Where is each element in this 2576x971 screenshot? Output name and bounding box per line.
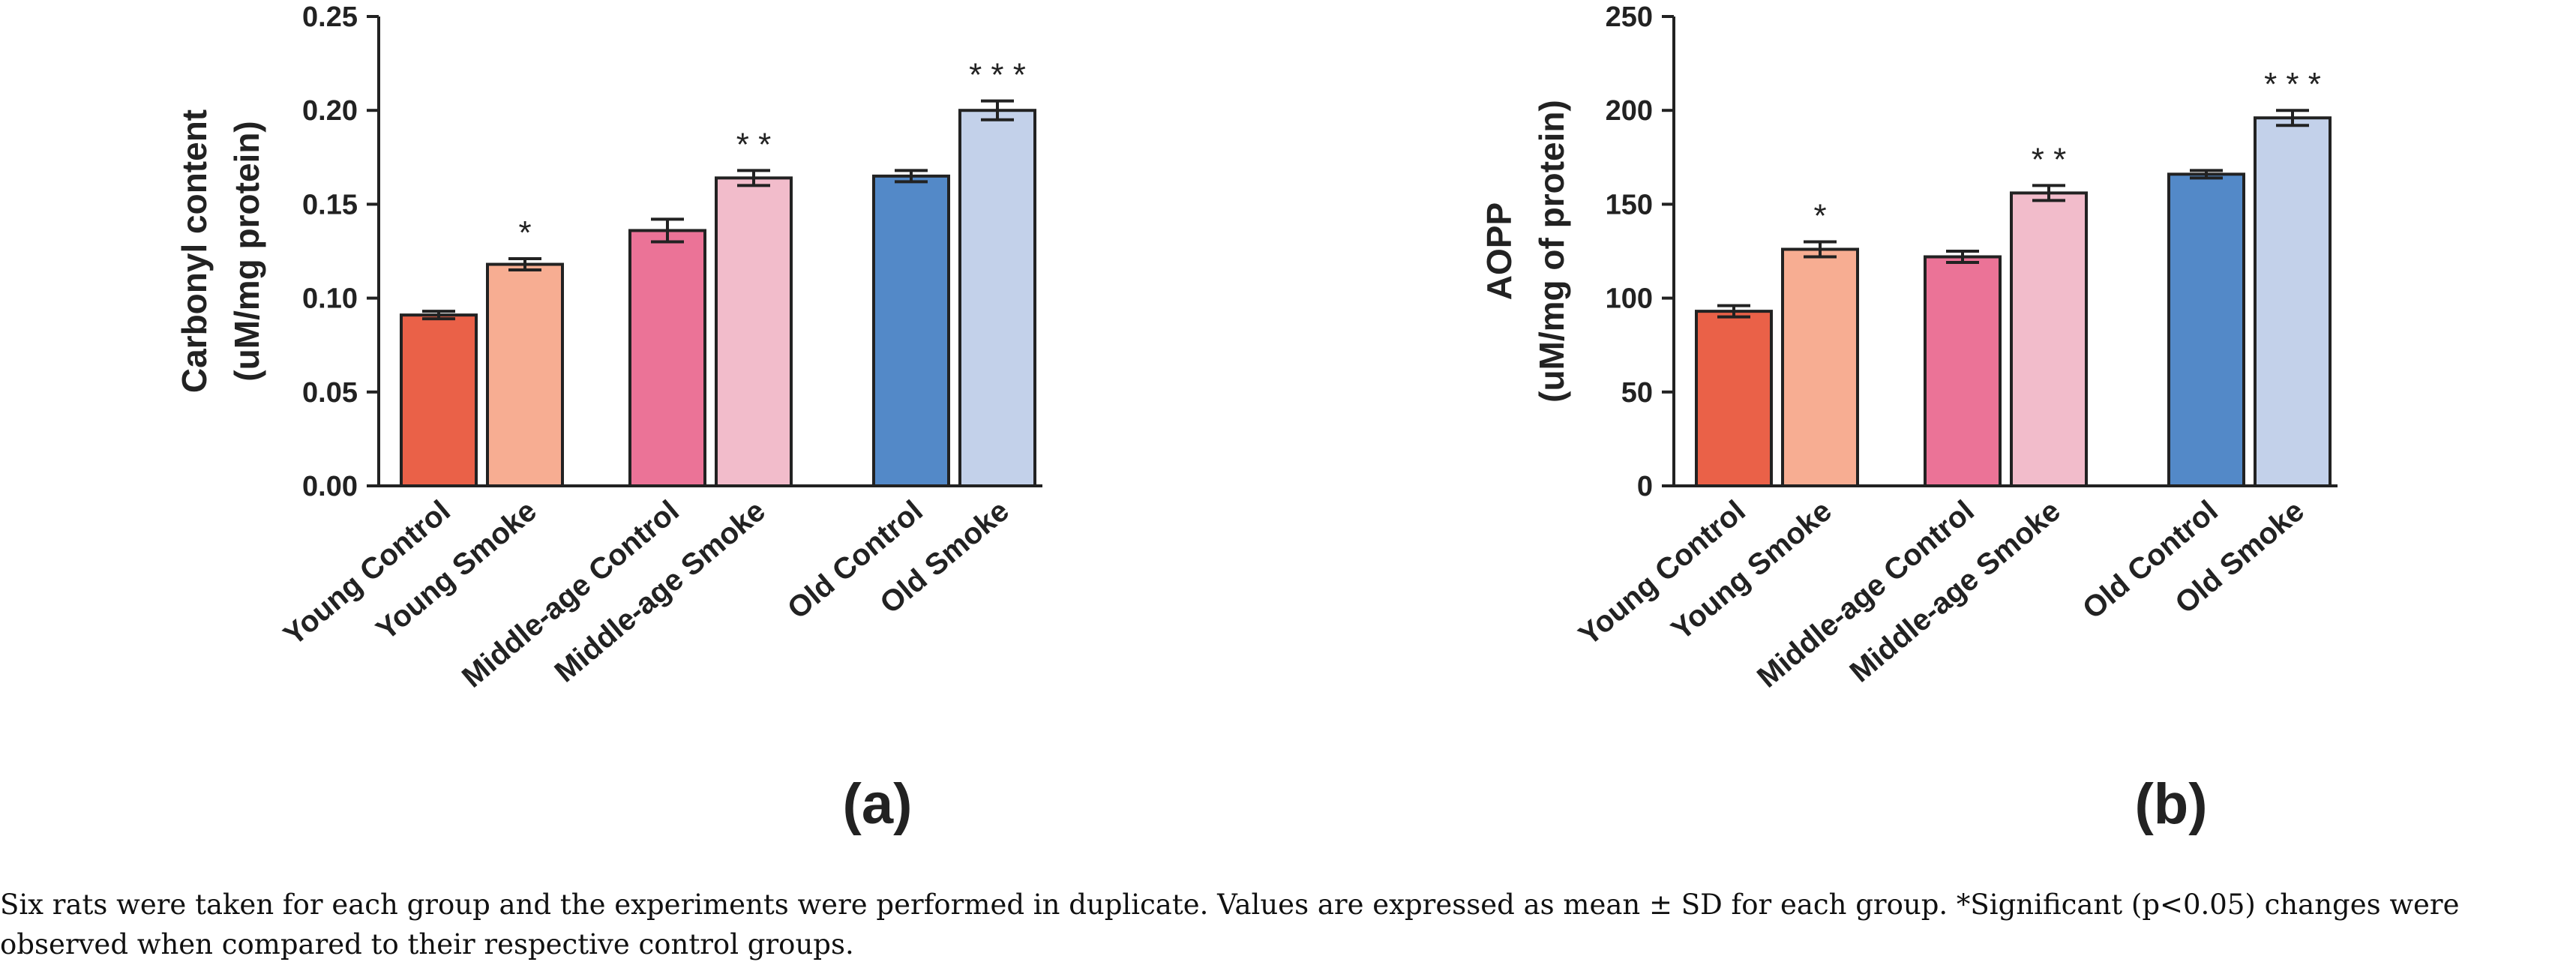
bar (958, 109, 1036, 487)
panel-label: (a) (843, 772, 913, 836)
bar (2167, 172, 2245, 487)
y-axis-label: (uM/mg protein) (227, 121, 266, 382)
bar (486, 262, 564, 487)
significance-marker: * * (736, 126, 771, 163)
y-axis-label: AOPP (1480, 202, 1519, 300)
y-tick-label: 0.15 (302, 189, 358, 220)
y-tick-label: 0.25 (302, 1, 358, 33)
y-tick-label: 100 (1606, 283, 1653, 315)
y-tick-label: 150 (1606, 189, 1653, 220)
y-tick-label: 0.00 (302, 471, 358, 502)
significance-marker: * (1813, 197, 1826, 234)
significance-marker: * * (2032, 141, 2066, 178)
bar (628, 229, 706, 487)
y-tick-label: 0.10 (302, 283, 358, 315)
significance-marker: * (518, 214, 531, 251)
figure-caption: Six rats were taken for each group and t… (0, 889, 2460, 961)
bar (715, 176, 793, 487)
y-tick-label: 200 (1606, 95, 1653, 127)
y-tick-label: 0.20 (302, 95, 358, 127)
chart-panel-a: 0.00 0.05 0.10 0.15 0.20 0.25 Carbonyl content… (175, 1, 1042, 836)
bar (872, 174, 950, 487)
y-tick-label: 50 (1621, 377, 1653, 409)
y-tick-label: 250 (1606, 1, 1653, 33)
bar (400, 313, 478, 487)
bar (1924, 255, 2002, 487)
significance-marker: * * * (969, 57, 1026, 94)
bar (2010, 191, 2088, 487)
y-axis-label: Carbonyl content (175, 109, 214, 393)
panel-label: (b) (2134, 772, 2207, 836)
y-tick-label: 0 (1637, 471, 1653, 502)
significance-marker: * * * (2264, 66, 2321, 103)
y-axis-label: (uM/mg of protein) (1532, 100, 1571, 403)
y-tick-label: 0.05 (302, 377, 358, 409)
figure: 0.00 0.05 0.10 0.15 0.20 0.25 Carbonyl content… (175, 1, 2338, 836)
bar (1695, 310, 1773, 487)
bar (2254, 116, 2332, 487)
bar (1781, 247, 1859, 487)
